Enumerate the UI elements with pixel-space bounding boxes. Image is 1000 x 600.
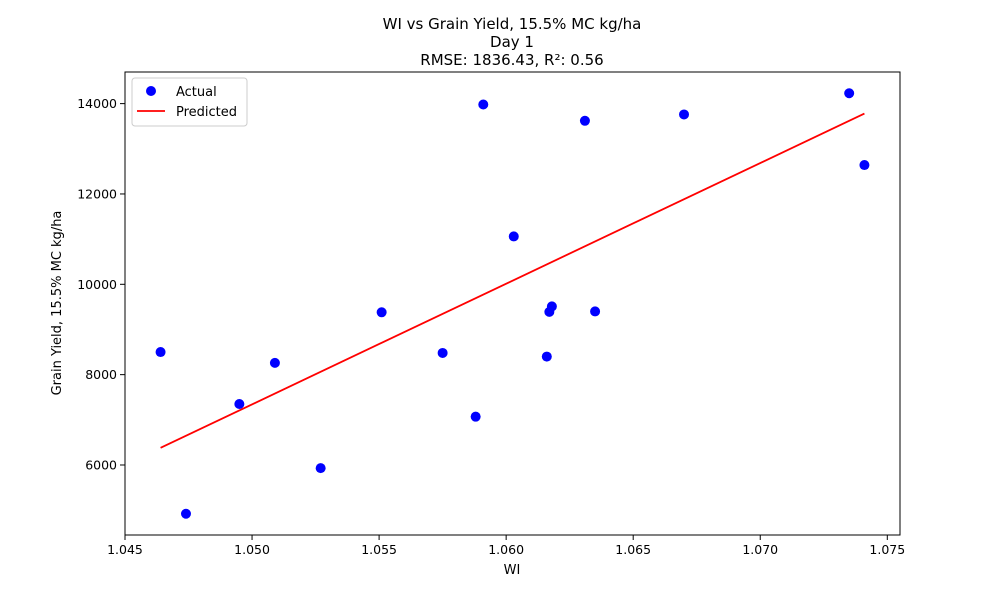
y-tick-label: 14000 xyxy=(77,96,117,111)
y-axis-ticks: 6000 8000 10000 12000 14000 xyxy=(77,96,125,472)
x-tick-label: 1.070 xyxy=(742,542,778,557)
actual-point xyxy=(679,109,690,120)
y-tick-label: 10000 xyxy=(77,277,117,292)
y-tick-label: 6000 xyxy=(85,457,117,472)
actual-point xyxy=(180,508,191,519)
actual-point xyxy=(437,347,448,358)
x-axis-ticks: 1.045 1.050 1.055 1.060 1.065 1.070 1.075 xyxy=(107,535,905,557)
actual-point xyxy=(234,399,245,410)
actual-point xyxy=(579,115,590,126)
legend-actual-marker xyxy=(146,86,156,96)
actual-point xyxy=(508,231,519,242)
actual-point xyxy=(470,411,481,422)
plot-area-frame xyxy=(124,71,901,536)
actual-point xyxy=(546,301,557,312)
chart-title: WI vs Grain Yield, 15.5% MC kg/ha Day 1 … xyxy=(383,15,642,69)
plot-marks xyxy=(155,88,870,519)
chart-title-line-2: Day 1 xyxy=(490,33,534,51)
actual-point xyxy=(315,463,326,474)
legend-box xyxy=(131,77,248,127)
actual-point xyxy=(541,351,552,362)
actual-point xyxy=(859,160,870,171)
x-tick-label: 1.050 xyxy=(234,542,270,557)
y-tick-label: 8000 xyxy=(85,367,117,382)
x-tick-label: 1.065 xyxy=(615,542,651,557)
legend-actual-label: Actual xyxy=(176,85,217,100)
y-axis-label: Grain Yield, 15.5% MC kg/ha xyxy=(50,211,65,396)
x-tick-label: 1.060 xyxy=(488,542,524,557)
x-tick-label: 1.055 xyxy=(361,542,397,557)
actual-point xyxy=(155,347,166,358)
legend-predicted-label: Predicted xyxy=(176,105,237,120)
predicted-line xyxy=(160,112,865,449)
actual-point xyxy=(844,88,855,99)
actual-point xyxy=(478,99,489,110)
chart-title-line-3: RMSE: 1836.43, R²: 0.56 xyxy=(420,51,603,69)
actual-point xyxy=(376,307,387,318)
actual-point xyxy=(590,306,601,317)
x-tick-label: 1.075 xyxy=(869,542,905,557)
chart-title-line-1: WI vs Grain Yield, 15.5% MC kg/ha xyxy=(383,15,642,33)
y-tick-label: 12000 xyxy=(77,186,117,201)
x-axis-label: WI xyxy=(504,563,521,578)
actual-point xyxy=(269,357,280,368)
x-tick-label: 1.045 xyxy=(107,542,143,557)
legend: Actual Predicted xyxy=(131,77,248,127)
